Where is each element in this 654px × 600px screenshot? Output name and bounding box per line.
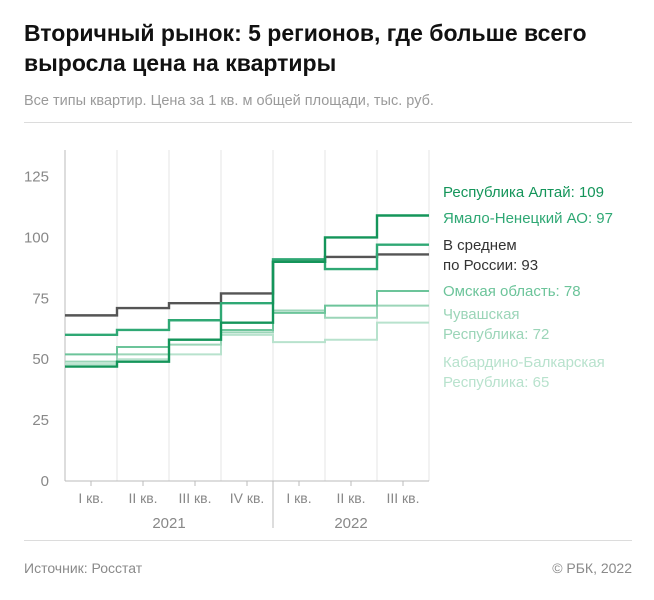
x-tick-label: III кв. — [386, 490, 419, 506]
x-tick-label: II кв. — [128, 490, 157, 506]
series-line — [65, 214, 429, 368]
x-tick-label: I кв. — [286, 490, 311, 506]
legend-label: Ямало-Ненецкий АО: 97 — [443, 210, 613, 227]
year-label: 2021 — [152, 515, 185, 532]
series-line — [65, 243, 429, 337]
legend-label: Республика Алтай: 109 — [443, 184, 604, 201]
legend-label: Омская область: 78 — [443, 283, 581, 300]
series-line — [65, 304, 429, 363]
series-line — [65, 290, 429, 356]
copyright: © РБК, 2022 — [552, 560, 632, 576]
series-lines — [65, 214, 429, 368]
year-label: 2022 — [334, 515, 367, 532]
x-tick-label: IV кв. — [230, 490, 265, 506]
series-line — [65, 321, 429, 366]
y-tick-label: 25 — [32, 412, 49, 429]
legend-label: Чувашская Республика: 72 — [443, 306, 550, 343]
y-tick-label: 75 — [32, 290, 49, 307]
source-note: Источник: Росстат — [24, 560, 143, 576]
y-tick-label: 125 — [24, 169, 49, 186]
top-divider — [24, 122, 632, 123]
y-tick-label: 50 — [32, 351, 49, 368]
chart-title: Вторичный рынок: 5 регионов, где больше … — [24, 20, 587, 76]
axes: 0 25 50 75 100 125 I кв. II кв. III кв. IV кв. I к… — [24, 150, 429, 532]
line-chart: 0 25 50 75 100 125 I кв. II кв. III кв. IV кв. I к… — [24, 150, 430, 532]
y-tick-label: 0 — [41, 473, 49, 490]
x-tick-label: III кв. — [178, 490, 211, 506]
x-tick-label: I кв. — [78, 490, 103, 506]
y-tick-label: 100 — [24, 229, 49, 246]
legend-label: Кабардино-Балкарская Республика: 65 — [443, 354, 605, 391]
x-tick-label: II кв. — [336, 490, 365, 506]
bottom-divider — [24, 540, 632, 541]
legend-label: В среднем по России: 93 — [443, 237, 539, 274]
chart-subtitle: Все типы квартир. Цена за 1 кв. м общей … — [24, 93, 434, 109]
series-line — [65, 253, 429, 317]
